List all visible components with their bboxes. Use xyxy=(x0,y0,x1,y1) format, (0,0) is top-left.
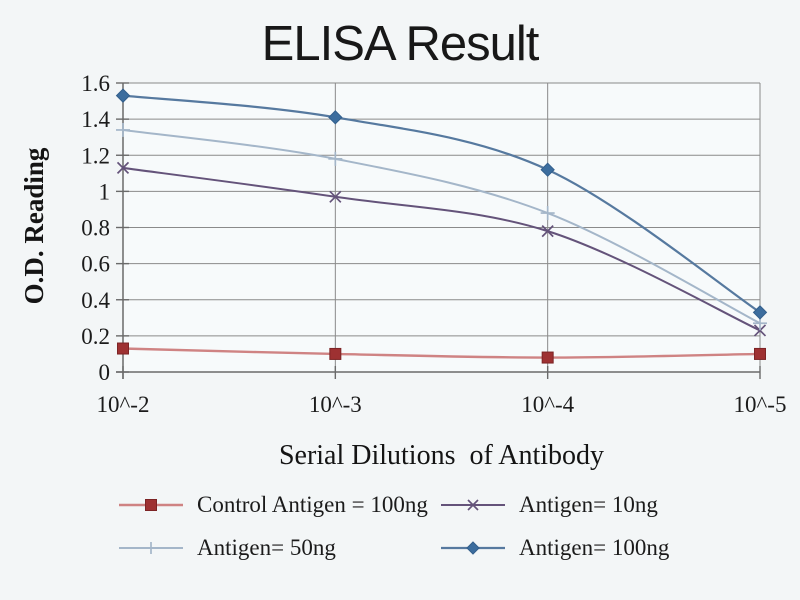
legend-plus-marker-icon xyxy=(119,542,183,554)
x-tick-label: 10^-5 xyxy=(734,392,787,417)
data-point-square xyxy=(117,342,129,355)
y-tick-label: 1.6 xyxy=(81,71,110,96)
legend-label: Control Antigen = 100ng xyxy=(197,492,428,517)
y-tick-label: 0.8 xyxy=(81,216,110,241)
y-tick-label: 0.2 xyxy=(81,324,110,349)
chart-legend: Control Antigen = 100ng Antigen= 10ng An… xyxy=(118,492,698,561)
x-axis-title: Serial Dilutions of Antibody xyxy=(278,440,605,471)
y-tick-label: 1 xyxy=(99,179,111,204)
series-line xyxy=(121,94,762,314)
legend-item-antigen-50ng: Antigen= 50ng xyxy=(118,535,440,561)
data-point-diamond xyxy=(328,110,343,125)
chart-title: ELISA Result xyxy=(261,17,540,71)
legend-diamond-marker-icon xyxy=(441,541,505,555)
legend-item-control-antigen-100ng: Control Antigen = 100ng xyxy=(118,492,440,518)
data-point-square xyxy=(754,347,766,360)
series-line xyxy=(122,166,761,332)
y-tick-label: 0.4 xyxy=(81,288,110,313)
x-tick-label: 10^-4 xyxy=(521,392,574,417)
data-point-diamond xyxy=(115,88,131,103)
data-point-square xyxy=(541,351,554,364)
legend-item-antigen-10ng: Antigen= 10ng xyxy=(440,492,698,518)
x-tick-label: 10^-2 xyxy=(97,392,150,417)
data-point-diamond xyxy=(540,162,555,177)
data-point-square xyxy=(329,347,342,360)
y-tick-label: 0.6 xyxy=(81,252,110,277)
x-tick-label: 10^-3 xyxy=(309,392,362,417)
data-point-x xyxy=(116,161,130,174)
legend-item-antigen-100ng: Antigen= 100ng xyxy=(440,535,698,561)
series-line xyxy=(122,128,761,325)
data-point-x xyxy=(329,190,342,203)
series-line xyxy=(121,347,762,359)
legend-label: Antigen= 50ng xyxy=(197,535,336,560)
data-point-diamond xyxy=(752,305,768,320)
data-point-x xyxy=(541,225,554,238)
legend-label: Antigen= 10ng xyxy=(519,492,658,517)
legend-x-marker-icon xyxy=(441,499,505,511)
data-point-x xyxy=(753,324,767,337)
y-tick-label: 1.4 xyxy=(81,107,110,132)
legend-square-marker-icon xyxy=(119,499,183,511)
y-tick-label: 1.2 xyxy=(81,143,110,168)
y-tick-label: 0 xyxy=(99,360,111,385)
legend-label: Antigen= 100ng xyxy=(519,535,670,560)
